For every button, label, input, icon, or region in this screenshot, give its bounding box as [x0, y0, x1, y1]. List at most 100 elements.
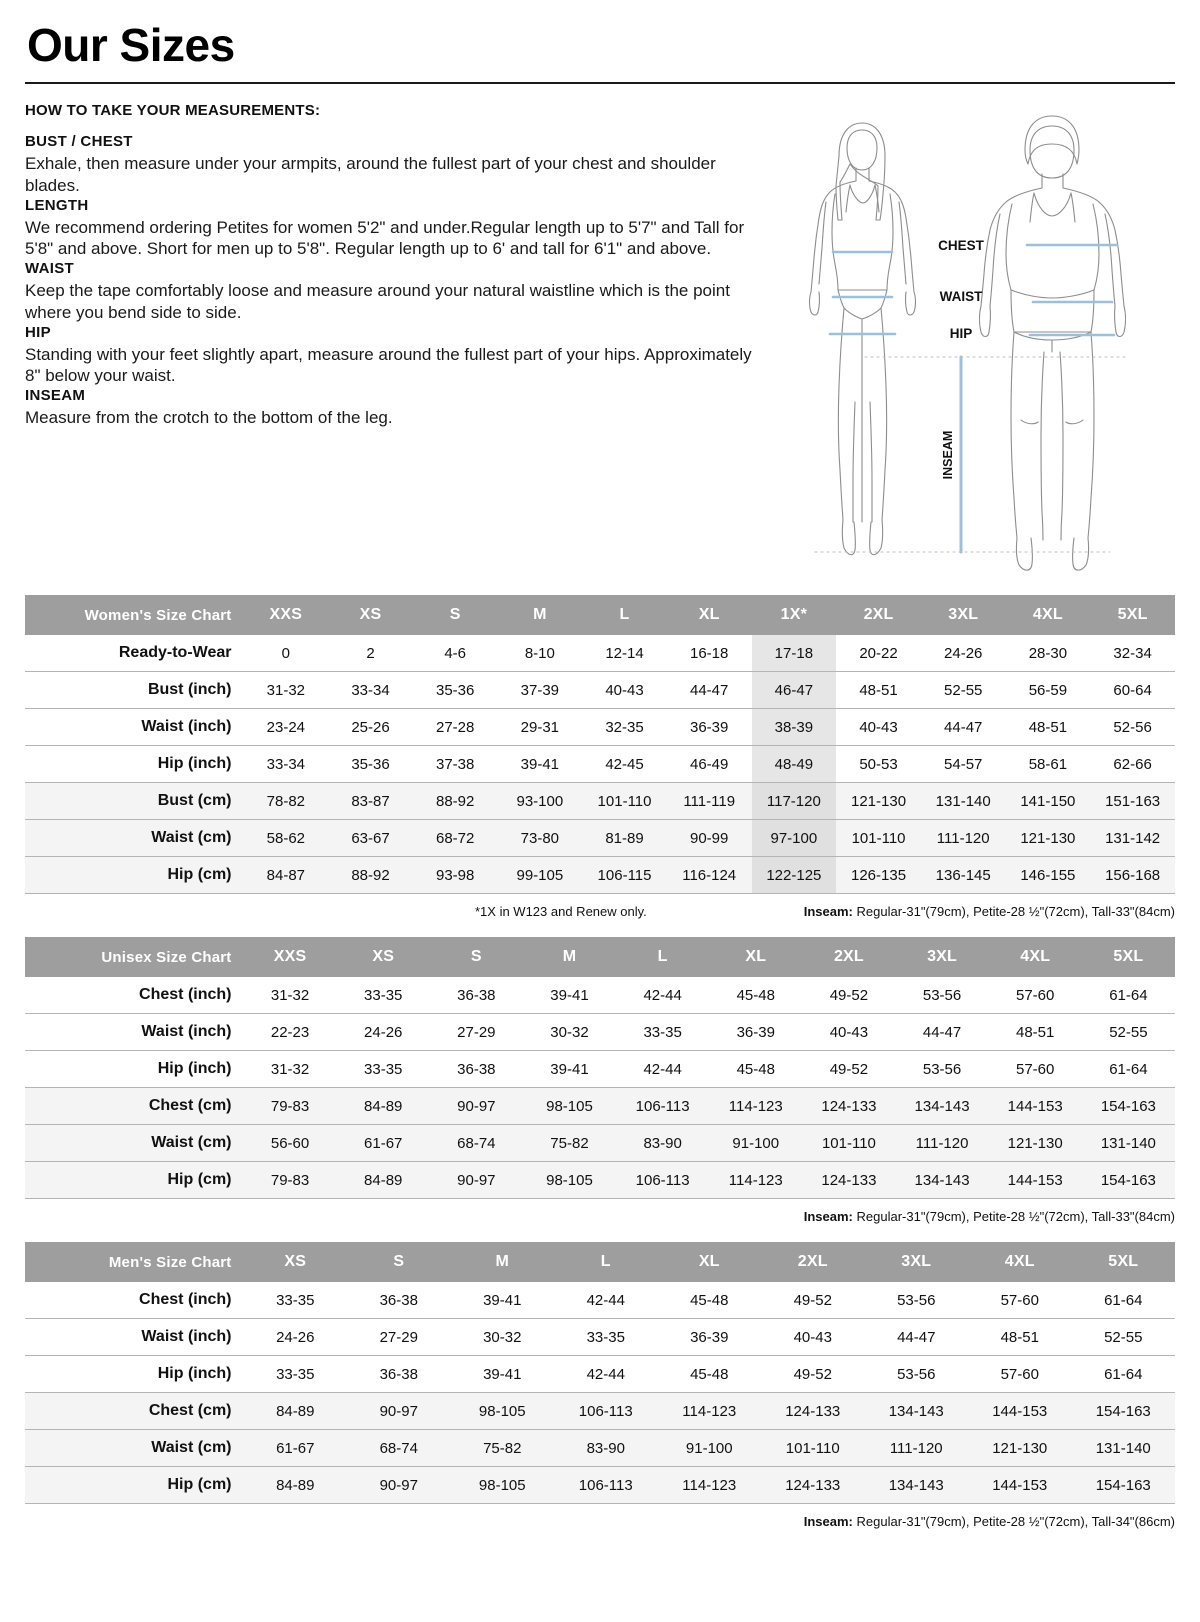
cell: 84-89 [336, 1161, 430, 1199]
cell: 52-55 [920, 671, 1006, 709]
cell: 79-83 [243, 1087, 337, 1125]
cell: 49-52 [761, 1282, 865, 1319]
unisex-inseam-note: Inseam: Regular-31"(79cm), Petite-28 ½"(… [25, 1209, 1175, 1224]
cell: 134-143 [895, 1087, 989, 1125]
unisex-chart-body: Chest (inch) 31-32 33-35 36-38 39-41 42-… [25, 977, 1175, 1199]
cell: 12-14 [582, 635, 667, 672]
column-header-xxs: XXS [243, 937, 337, 977]
cell-highlighted: 97-100 [751, 819, 837, 857]
cell: 44-47 [666, 671, 752, 709]
row-label: Hip (inch) [25, 1355, 244, 1393]
womens-chart-body: Ready-to-Wear 0 2 4-6 8-10 12-14 16-18 1… [25, 635, 1175, 894]
inseam-note-label: Inseam: [803, 1514, 853, 1529]
cell: 39-41 [497, 745, 583, 783]
cell: 33-35 [616, 1013, 710, 1051]
cell: 78-82 [243, 782, 329, 820]
cell: 27-28 [412, 708, 498, 746]
cell: 24-26 [336, 1013, 430, 1051]
cell: 101-110 [802, 1124, 896, 1162]
cell: 53-56 [864, 1282, 968, 1319]
table-row: Chest (cm) 84-89 90-97 98-105 106-113 11… [25, 1392, 1175, 1430]
measurement-lines [828, 243, 1119, 554]
cell: 75-82 [450, 1429, 554, 1467]
table-header-row: Unisex Size Chart XXS XS S M L XL 2XL 3X… [25, 937, 1175, 977]
column-header-s: S [347, 1242, 451, 1282]
cell: 33-35 [243, 1355, 347, 1393]
cell: 90-97 [347, 1466, 451, 1504]
column-header-3xl: 3XL [864, 1242, 968, 1282]
table-row: Hip (cm) 79-83 84-89 90-97 98-105 106-11… [25, 1161, 1175, 1199]
column-header-xs: XS [243, 1242, 347, 1282]
column-header-3xl: 3XL [895, 937, 989, 977]
cell: 63-67 [328, 819, 413, 857]
cell: 93-100 [497, 782, 583, 820]
cell: 101-110 [836, 819, 921, 857]
cell: 52-55 [1081, 1013, 1175, 1051]
instruction-body: We recommend ordering Petites for women … [25, 217, 745, 259]
cell: 111-120 [895, 1124, 989, 1162]
column-header-1x: 1X* [751, 595, 837, 635]
cell: 144-153 [968, 1392, 1072, 1430]
cell: 45-48 [657, 1355, 761, 1393]
row-label: Ready-to-Wear [25, 635, 244, 672]
cell: 93-98 [412, 856, 498, 894]
cell: 134-143 [864, 1466, 968, 1504]
column-header-m: M [450, 1242, 554, 1282]
measurement-figure-svg: CHEST WAIST HIP INSEAM [808, 115, 1127, 571]
cell: 84-89 [243, 1392, 347, 1430]
instruction-block-length: LENGTH We recommend ordering Petites for… [25, 197, 770, 261]
instruction-body: Measure from the crotch to the bottom of… [25, 408, 393, 427]
cell: 68-74 [429, 1124, 523, 1162]
table-row: Ready-to-Wear 0 2 4-6 8-10 12-14 16-18 1… [25, 635, 1175, 672]
cell: 52-56 [1090, 708, 1175, 746]
cell: 53-56 [864, 1355, 968, 1393]
cell: 33-35 [336, 1050, 430, 1088]
cell: 4-6 [412, 635, 498, 672]
cell: 91-100 [709, 1124, 803, 1162]
cell: 106-113 [554, 1466, 658, 1504]
cell: 22-23 [243, 1013, 337, 1051]
cell: 52-55 [1071, 1318, 1175, 1356]
cell: 2 [328, 635, 413, 672]
cell: 48-51 [1005, 708, 1091, 746]
cell: 101-110 [582, 782, 667, 820]
cell: 33-35 [554, 1318, 658, 1356]
row-label: Chest (inch) [25, 977, 244, 1014]
cell: 114-123 [709, 1161, 803, 1199]
cell: 32-35 [582, 708, 667, 746]
column-header-4xl: 4XL [968, 1242, 1072, 1282]
womens-size-chart-block: Women's Size Chart XXS XS S M L XL 1X* 2… [25, 595, 1175, 919]
cell: 45-48 [709, 1050, 803, 1088]
cell: 154-163 [1071, 1392, 1175, 1430]
cell: 20-22 [836, 635, 921, 672]
cell: 90-97 [347, 1392, 451, 1430]
instruction-title: HIP [25, 323, 51, 341]
column-header-xl: XL [709, 937, 803, 977]
column-header-xs: XS [336, 937, 430, 977]
figure-label-inseam: INSEAM [941, 431, 955, 480]
cell: 40-43 [802, 1013, 896, 1051]
cell: 36-39 [666, 708, 752, 746]
cell: 40-43 [582, 671, 667, 709]
womens-size-chart-table: Women's Size Chart XXS XS S M L XL 1X* 2… [25, 595, 1175, 894]
cell: 53-56 [895, 1050, 989, 1088]
mens-inseam-note: Inseam: Regular-31"(79cm), Petite-28 ½"(… [25, 1514, 1175, 1529]
column-header-l: L [582, 595, 667, 635]
row-label: Chest (cm) [25, 1087, 244, 1125]
womens-chart-label: Women's Size Chart [25, 595, 244, 635]
cell: 49-52 [761, 1355, 865, 1393]
inseam-note-text: Regular-31"(79cm), Petite-28 ½"(72cm), T… [852, 904, 1176, 919]
cell: 121-130 [968, 1429, 1072, 1467]
table-row: Waist (inch) 23-24 25-26 27-28 29-31 32-… [25, 708, 1175, 746]
instruction-block-waist: WAIST Keep the tape comfortably loose an… [25, 260, 770, 324]
row-label: Hip (cm) [25, 1466, 244, 1504]
mens-size-chart-block: Men's Size Chart XS S M L XL 2XL 3XL 4XL… [25, 1242, 1175, 1529]
cell: 68-72 [412, 819, 498, 857]
cell: 60-64 [1090, 671, 1175, 709]
cell: 16-18 [666, 635, 752, 672]
row-label: Hip (inch) [25, 745, 244, 783]
column-header-s: S [412, 595, 498, 635]
row-label: Waist (cm) [25, 1429, 244, 1467]
instruction-body: Exhale, then measure under your armpits,… [25, 154, 716, 195]
cell: 116-124 [666, 856, 752, 894]
